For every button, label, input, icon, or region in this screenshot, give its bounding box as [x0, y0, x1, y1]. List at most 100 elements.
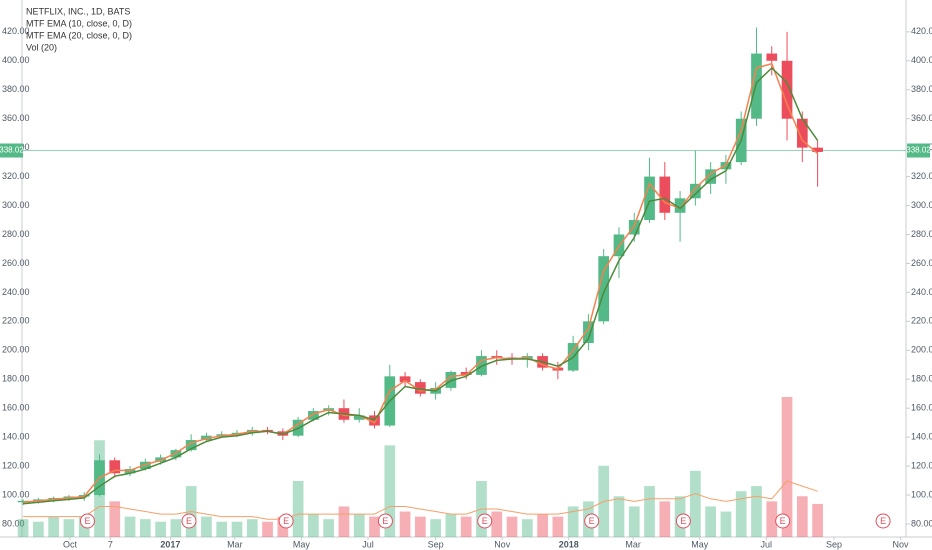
- volume-bar: [216, 521, 228, 537]
- x-tick-label: 7: [108, 539, 113, 549]
- y-tick-label-left: 400.00: [2, 55, 30, 65]
- volume-bar: [48, 516, 59, 537]
- earnings-label: E: [780, 516, 786, 526]
- y-tick-label-left: 280.00: [2, 229, 30, 239]
- y-tick-label-right: 380.00: [911, 84, 932, 94]
- y-tick-label-left: 260.00: [2, 258, 30, 268]
- volume-bar: [33, 521, 44, 537]
- volume-bar: [231, 521, 243, 537]
- y-tick-label-left: 80.00: [2, 518, 25, 528]
- last-price-badge-left-text: 338.02: [0, 146, 24, 155]
- volume-bar: [445, 514, 457, 537]
- candle-body: [583, 321, 594, 344]
- candle-body: [109, 460, 121, 474]
- y-tick-label-right: 280.00: [911, 229, 932, 239]
- candle-body: [628, 220, 640, 235]
- x-tick-label: Oct: [63, 539, 78, 549]
- volume-bar: [720, 511, 732, 537]
- y-tick-label-right: 320.00: [911, 171, 932, 181]
- y-tick-label-left: 240.00: [2, 287, 30, 297]
- earnings-label: E: [283, 516, 289, 526]
- candle-body: [185, 440, 197, 451]
- candle-body: [705, 169, 716, 184]
- x-tick-label: 2017: [160, 539, 180, 549]
- volume-bar: [369, 516, 380, 537]
- candle-body: [598, 256, 610, 322]
- volume-bar: [628, 506, 640, 537]
- x-tick-label: Nov: [494, 539, 511, 549]
- earnings-label: E: [680, 516, 686, 526]
- y-tick-label-left: 200.00: [2, 345, 30, 355]
- y-tick-label-right: 100.00: [911, 489, 932, 499]
- volume-bar: [690, 470, 701, 537]
- y-tick-label-right: 220.00: [911, 316, 932, 326]
- earnings-marker: [377, 513, 393, 529]
- candle-body: [644, 176, 655, 221]
- y-tick-label-left: 320.00: [2, 171, 30, 181]
- ema-line: [23, 66, 819, 505]
- x-tick-label: Mar: [625, 539, 641, 549]
- candle-body: [781, 60, 793, 119]
- candle-body: [812, 147, 823, 152]
- volume-bar: [735, 491, 747, 537]
- earnings-marker: [181, 513, 197, 529]
- candle-body: [751, 53, 762, 119]
- candle-body: [674, 198, 686, 213]
- candle-body: [796, 118, 808, 148]
- ema-line: [23, 62, 819, 504]
- candle-body: [17, 500, 29, 503]
- candle-body: [506, 357, 518, 359]
- x-tick-label: Nov: [893, 539, 910, 549]
- earnings-label: E: [84, 516, 90, 526]
- volume-bar: [705, 506, 716, 537]
- y-tick-label-left: 380.00: [2, 84, 30, 94]
- volume-bar: [613, 496, 625, 537]
- y-tick-label-left: 140.00: [2, 432, 30, 442]
- volume-bar: [751, 486, 762, 537]
- volume-bar: [323, 519, 335, 537]
- volume-bar: [781, 397, 793, 537]
- y-tick-label-right: 300.00: [911, 200, 932, 210]
- x-tick-label: Jul: [761, 539, 773, 549]
- volume-bar: [63, 519, 75, 537]
- y-tick-label-right: 420.00: [911, 26, 932, 36]
- x-tick-label: Sep: [428, 539, 444, 549]
- candle-body: [766, 53, 778, 61]
- x-tick-label: Jul: [362, 539, 374, 549]
- y-tick-label-right: 180.00: [911, 374, 932, 384]
- earnings-label: E: [589, 516, 595, 526]
- last-price-badge-right: [907, 143, 930, 158]
- candle-body: [353, 415, 365, 420]
- volume-bar: [246, 519, 258, 537]
- y-tick-label-right: 200.00: [911, 345, 932, 355]
- x-tick-label: Mar: [227, 539, 243, 549]
- x-tick-label: 2018: [559, 539, 579, 549]
- volume-bar: [460, 516, 472, 537]
- volume-bar: [399, 511, 411, 537]
- earnings-marker: [477, 513, 493, 529]
- y-tick-label-right: 400.00: [911, 55, 932, 65]
- earnings-marker: [775, 513, 791, 529]
- volume-bar: [766, 501, 778, 537]
- candle-body: [399, 376, 411, 383]
- volume-bar: [109, 501, 121, 537]
- volume-bar: [796, 496, 808, 537]
- earnings-marker: [79, 513, 95, 529]
- legend-entry: MTF EMA (20, close, 0, D): [26, 30, 132, 40]
- volume-bar: [155, 521, 166, 537]
- volume-bar: [201, 516, 212, 537]
- y-tick-label-left: 120.00: [2, 460, 30, 470]
- legend-entry: MTF EMA (10, close, 0, D): [26, 18, 132, 28]
- x-tick-label: Sep: [826, 539, 842, 549]
- y-tick-label-right: 260.00: [911, 258, 932, 268]
- volume-ma-line: [23, 480, 818, 520]
- earnings-marker: [675, 513, 691, 529]
- earnings-marker: [875, 513, 891, 529]
- earnings-marker: [584, 513, 600, 529]
- earnings-label: E: [186, 516, 192, 526]
- volume-bar: [812, 503, 823, 537]
- volume-bar: [292, 481, 304, 537]
- candle-body: [308, 411, 319, 420]
- volume-bar: [353, 514, 365, 537]
